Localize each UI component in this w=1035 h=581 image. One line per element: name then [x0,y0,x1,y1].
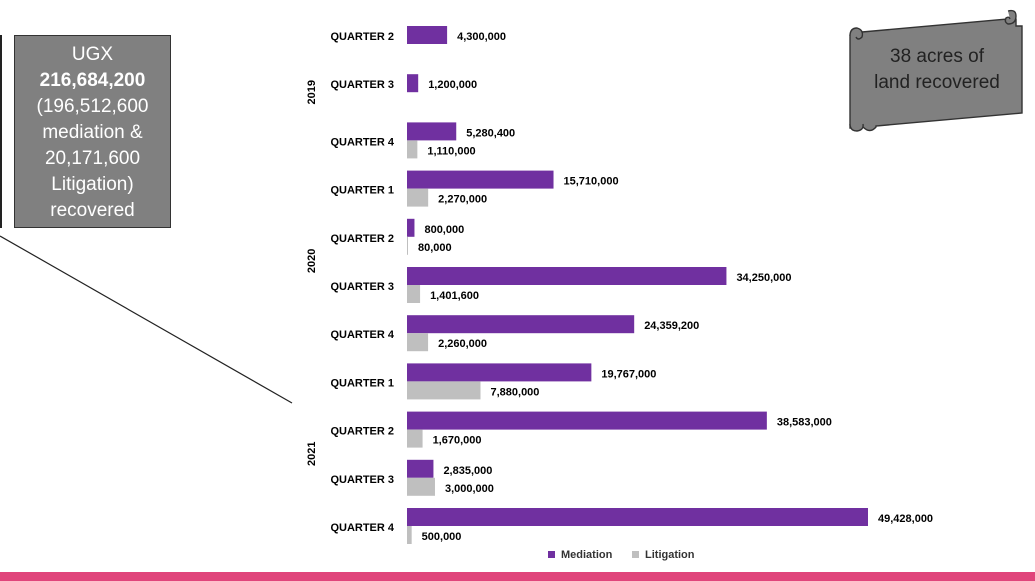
litigation-bar [407,140,418,159]
mediation-value-label: 24,359,200 [644,320,699,332]
callout-currency: UGX [71,44,114,65]
scroll-note-line1: 38 acres of [890,46,984,67]
litigation-bar [407,285,421,303]
mediation-bar [407,363,592,382]
litigation-value-label: 1,670,000 [433,435,482,447]
mediation-value-label: 800,000 [424,224,464,236]
litigation-value-label: 2,270,000 [438,194,487,206]
mediation-value-label: 15,710,000 [564,176,619,188]
callout-line4: Litigation) [51,174,134,195]
year-group-label: 2021 [306,441,318,465]
mediation-bar [407,74,419,93]
legend-mediation-swatch [548,551,555,558]
legend-litigation-label: Litigation [645,549,695,561]
left-edge-line [0,35,2,228]
category-label: QUARTER 3 [330,474,394,486]
mediation-bar [407,26,448,44]
litigation-bar [407,188,429,207]
category-label: QUARTER 2 [330,426,394,438]
litigation-bar [407,236,408,255]
category-label: QUARTER 2 [330,233,394,245]
litigation-value-label: 500,000 [422,531,462,543]
mediation-bar [407,315,635,334]
callout-line5: recovered [50,200,135,221]
litigation-value-label: 2,260,000 [438,338,487,350]
mediation-bar [407,267,727,285]
category-label: QUARTER 3 [330,281,394,293]
category-label: QUARTER 1 [330,185,394,197]
litigation-bar [407,477,435,496]
scroll-shape [849,9,1023,132]
mediation-value-label: 34,250,000 [736,272,791,284]
mediation-bar [407,459,434,478]
legend-mediation-label: Mediation [561,549,613,561]
litigation-value-label: 80,000 [418,242,452,254]
mediation-bar [407,411,767,430]
mediation-value-label: 5,280,400 [466,127,515,139]
bar-chart: QUARTER 2 4,300,000 QUARTER 3 1,200,000 QUAR… [306,26,933,561]
callout-total: 216,684,200 [39,70,146,91]
callout-line1: (196,512,600 [36,96,149,117]
total-recovered-callout: UGX 216,684,200 (196,512,600 mediation &… [14,35,171,228]
litigation-bar [407,526,412,544]
mediation-bar [407,170,554,189]
category-label: QUARTER 1 [330,377,394,389]
category-label: QUARTER 4 [330,522,394,534]
category-label: QUARTER 3 [330,79,394,91]
connector-line [0,235,293,404]
litigation-bar [407,333,429,352]
litigation-value-label: 1,110,000 [427,145,475,157]
litigation-bar [407,381,481,400]
mediation-bar [407,122,457,141]
callout-line3: 20,171,600 [44,148,141,169]
scroll-note-line2: land recovered [874,72,1000,93]
mediation-value-label: 38,583,000 [777,417,832,429]
legend-litigation-swatch [632,551,639,558]
callout-line2: mediation & [42,122,143,143]
category-label: QUARTER 4 [330,329,394,341]
bottom-accent-bar [0,572,1035,581]
mediation-value-label: 2,835,000 [443,465,492,477]
mediation-bar [407,508,868,526]
category-label: QUARTER 4 [330,136,394,148]
mediation-bar [407,218,415,237]
mediation-value-label: 4,300,000 [457,31,506,43]
year-group-label: 2020 [306,249,318,273]
scroll-note: 38 acres of land recovered [862,44,1012,96]
mediation-value-label: 19,767,000 [601,368,656,380]
year-group-label: 2019 [306,80,318,104]
litigation-value-label: 1,401,600 [430,290,479,302]
litigation-value-label: 3,000,000 [445,483,494,495]
litigation-value-label: 7,880,000 [490,386,539,398]
litigation-bar [407,429,423,448]
mediation-value-label: 49,428,000 [878,513,933,525]
category-label: QUARTER 2 [330,31,394,43]
mediation-value-label: 1,200,000 [428,79,477,91]
